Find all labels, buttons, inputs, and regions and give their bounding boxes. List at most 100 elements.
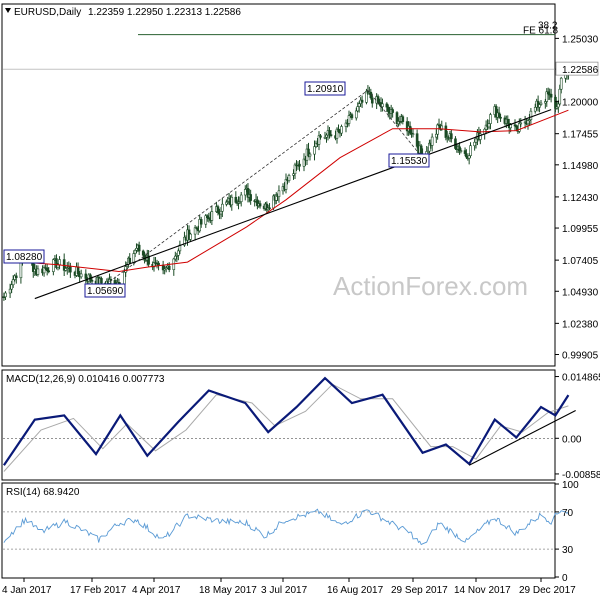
annotation-box bbox=[84, 283, 126, 298]
price-bar-body bbox=[415, 133, 419, 147]
price-bar-body bbox=[519, 122, 523, 125]
price-bar-body bbox=[549, 93, 553, 98]
x-tick-label: 4 Apr 2017 bbox=[132, 585, 181, 596]
price-bar-body bbox=[132, 253, 136, 264]
price-bar-body bbox=[100, 278, 103, 284]
price-bar-body bbox=[499, 116, 502, 119]
projection-dashed-line bbox=[109, 89, 369, 283]
price-bar-body bbox=[385, 103, 389, 108]
x-tick-label: 17 Feb 2017 bbox=[70, 585, 127, 596]
price-bar-body bbox=[175, 255, 179, 257]
price-bar-body bbox=[123, 271, 126, 285]
price-bar-body bbox=[559, 77, 563, 90]
price-bar-body bbox=[473, 141, 476, 147]
price-y-tick-label: 1.25030 bbox=[562, 34, 599, 45]
price-bar-body bbox=[293, 164, 297, 175]
price-bar-body bbox=[45, 267, 49, 272]
price-bar-body bbox=[198, 219, 201, 232]
price-bar-body bbox=[360, 99, 364, 103]
price-bar-body bbox=[337, 128, 340, 132]
price-bar-body bbox=[440, 125, 444, 130]
price-bar-body bbox=[357, 103, 361, 107]
price-bar-body bbox=[79, 273, 83, 278]
triangle-down-icon bbox=[5, 8, 11, 13]
annotation-box bbox=[388, 153, 430, 168]
price-bar-body bbox=[463, 150, 467, 154]
fib-label-top: 38.2 bbox=[538, 21, 558, 32]
price-bar-body bbox=[58, 259, 61, 265]
price-bar-body bbox=[133, 249, 137, 254]
price-bar-body bbox=[164, 267, 168, 270]
price-bar-body bbox=[479, 133, 482, 140]
price-y-tick-label: 1.20000 bbox=[562, 98, 599, 109]
rsi-y-tick-label: 0 bbox=[562, 573, 568, 584]
watermark: ActionForex.com bbox=[333, 271, 528, 301]
price-bar-body bbox=[90, 280, 94, 282]
rsi-line bbox=[3, 508, 569, 546]
price-bar-body bbox=[216, 206, 220, 213]
price-y-tick-label: 1.12430 bbox=[562, 193, 599, 204]
rsi-y-tick-label: 100 bbox=[562, 480, 579, 491]
price-bar-body bbox=[204, 215, 208, 225]
price-bar-body bbox=[529, 110, 533, 120]
price-y-tick-label: 1.14980 bbox=[562, 161, 599, 172]
current-price-box bbox=[555, 61, 599, 76]
price-bar-body bbox=[157, 262, 160, 266]
rsi-layer bbox=[3, 508, 569, 550]
price-bar-body bbox=[183, 236, 186, 246]
price-bar-body bbox=[219, 210, 223, 215]
price-bar-body bbox=[42, 267, 46, 274]
price-bar-body bbox=[546, 91, 550, 95]
macd-y-tick-label: 0.00 bbox=[562, 434, 582, 445]
price-bar-body bbox=[177, 250, 180, 256]
price-bar-body bbox=[137, 244, 141, 252]
x-tick-label: 29 Sep 2017 bbox=[391, 585, 448, 596]
ohlc-readout: 1.22359 1.22950 1.22313 1.22586 bbox=[88, 7, 241, 18]
x-tick-label: 16 Aug 2017 bbox=[327, 585, 384, 596]
price-bar-body bbox=[319, 135, 322, 138]
price-bar-body bbox=[354, 110, 358, 119]
price-bar-body bbox=[243, 189, 247, 196]
price-y-tick-label: 1.04930 bbox=[562, 287, 599, 298]
price-bar-body bbox=[2, 296, 6, 298]
price-bar-body bbox=[365, 90, 368, 103]
price-bar-body bbox=[465, 153, 468, 158]
x-tick-label: 3 Jul 2017 bbox=[261, 585, 308, 596]
price-bar-body bbox=[444, 125, 448, 138]
price-bar-body bbox=[325, 134, 328, 138]
price-bar-body bbox=[174, 255, 177, 260]
price-bar-body bbox=[506, 118, 510, 124]
price-bar-body bbox=[199, 219, 203, 225]
price-bar-body bbox=[147, 255, 150, 265]
price-bar-body bbox=[210, 211, 214, 221]
price-y-tick-label: 0.99905 bbox=[562, 350, 599, 361]
macd-panel-frame bbox=[1, 369, 556, 481]
price-bar-body bbox=[450, 133, 453, 140]
rsi-y-tick-label: 30 bbox=[562, 545, 574, 556]
projection-dashed-line bbox=[367, 89, 423, 159]
macd-layer bbox=[2, 376, 576, 472]
price-bar-body bbox=[64, 268, 68, 271]
price-bar-body bbox=[408, 125, 412, 134]
price-y-tick-label: 1.17455 bbox=[562, 130, 599, 141]
price-bar-body bbox=[205, 215, 209, 218]
price-bar-body bbox=[467, 155, 471, 159]
macd-signal-line bbox=[3, 383, 569, 472]
price-bar-body bbox=[313, 146, 316, 155]
price-bar-body bbox=[268, 207, 271, 210]
price-bar-body bbox=[539, 102, 543, 105]
price-y-tick-label: 1.02380 bbox=[562, 319, 599, 330]
price-bar-body bbox=[386, 106, 390, 112]
macd-line bbox=[2, 376, 570, 466]
price-bar-body bbox=[430, 136, 434, 146]
price-bar-body bbox=[340, 126, 343, 134]
axes-layer: 1.25030 1.22586 1.20000 1.17455 1.14980 1.124… bbox=[2, 34, 600, 596]
price-bar-body bbox=[328, 130, 331, 135]
price-bar-body bbox=[277, 190, 281, 197]
price-bar-body bbox=[469, 145, 472, 156]
x-tick-label: 4 Jan 2017 bbox=[2, 585, 52, 596]
price-bar-body bbox=[454, 138, 457, 149]
